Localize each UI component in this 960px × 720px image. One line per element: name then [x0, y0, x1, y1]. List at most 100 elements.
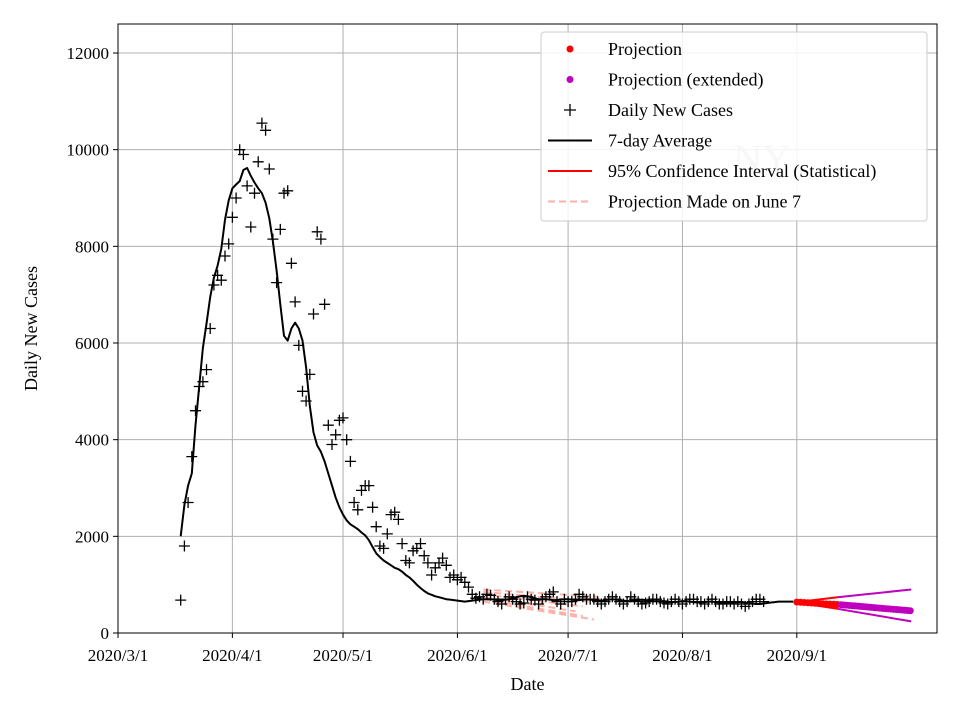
daily-case-marker [518, 597, 530, 609]
daily-case-marker [330, 429, 342, 441]
daily-case-marker [252, 156, 264, 168]
daily-case-marker [322, 419, 334, 431]
daily-case-marker [547, 586, 559, 598]
x-tick-label: 2020/3/1 [88, 646, 148, 665]
legend-label: 7-day Average [608, 131, 712, 151]
daily-case-marker [415, 538, 426, 550]
daily-case-marker [230, 192, 242, 204]
legend-label: 95% Confidence Interval (Statistical) [608, 161, 876, 182]
daily-case-marker [463, 581, 474, 593]
daily-case-marker [422, 557, 434, 569]
daily-case-marker [344, 455, 356, 467]
legend-box [540, 31, 928, 222]
daily-case-marker [378, 542, 390, 554]
daily-case-marker [215, 274, 227, 286]
daily-case-marker [403, 557, 415, 569]
daily-case-marker [241, 180, 253, 192]
x-tick-label: 2020/5/1 [313, 646, 373, 665]
legend-label: Projection [608, 39, 682, 59]
daily-case-marker [249, 187, 260, 199]
daily-case-marker [256, 117, 268, 129]
daily-case-marker [178, 540, 190, 552]
y-axis-label: Daily New Cases [21, 266, 41, 391]
daily-new-cases-series [175, 117, 770, 612]
y-tick-label: 4000 [75, 431, 109, 450]
daily-case-marker [315, 233, 327, 245]
daily-case-marker [267, 233, 279, 245]
daily-case-marker [175, 594, 187, 606]
daily-case-marker [363, 480, 375, 492]
daily-case-marker [300, 395, 312, 407]
daily-case-marker [237, 149, 249, 160]
daily-case-marker [381, 528, 393, 540]
daily-case-marker [201, 364, 212, 376]
daily-case-marker [182, 497, 194, 508]
x-axis-label: Date [511, 674, 545, 694]
daily-case-marker [396, 538, 408, 550]
y-tick-label: 12000 [67, 44, 110, 63]
daily-case-marker [204, 323, 216, 334]
x-tick-label: 2020/7/1 [538, 646, 598, 665]
plot-frame [117, 23, 938, 634]
daily-case-marker [263, 163, 275, 175]
daily-case-marker [186, 451, 198, 463]
y-tick-label: 10000 [67, 141, 110, 160]
daily-case-marker [274, 223, 286, 235]
x-tick-label: 2020/4/1 [202, 646, 262, 665]
daily-case-marker [297, 385, 308, 397]
x-axis: 2020/3/1 2020/4/1 2020/5/1 2020/6/1 2020/7/1… [88, 633, 827, 665]
daily-case-marker [223, 238, 235, 250]
daily-case-marker [319, 298, 331, 310]
ci-extended-upper-line [837, 588, 912, 599]
legend-label: Projection Made on June 7 [608, 192, 801, 212]
daily-case-marker [389, 506, 401, 518]
y-tick-label: 2000 [75, 527, 109, 546]
legend-handle-dot [566, 45, 574, 53]
daily-case-marker [271, 277, 283, 289]
daily-case-marker [289, 296, 301, 308]
x-tick-label: 2020/9/1 [767, 646, 827, 665]
projection-june7-line [483, 588, 598, 598]
daily-case-marker [311, 226, 323, 238]
daily-case-marker [326, 439, 338, 450]
daily-case-marker [426, 569, 438, 581]
daily-case-marker [226, 211, 238, 223]
y-tick-label: 6000 [75, 334, 109, 353]
daily-case-marker [341, 434, 353, 446]
daily-case-marker [293, 339, 305, 351]
daily-case-marker [190, 405, 201, 417]
projection-extended-marker [906, 607, 914, 615]
daily-case-marker [758, 596, 770, 608]
projection-june7-line [483, 600, 595, 621]
daily-case-marker [245, 221, 257, 233]
x-tick-label: 2020/6/1 [427, 646, 487, 665]
daily-case-marker [352, 504, 364, 516]
legend-handle-dot [566, 76, 574, 83]
y-axis: 0 2000 4000 6000 8000 10000 12000 [67, 44, 118, 643]
y-tick-label: 8000 [75, 237, 109, 256]
daily-case-marker [440, 559, 452, 571]
daily-case-marker [308, 308, 319, 320]
legend-label: Projection (extended) [608, 70, 763, 91]
daily-case-marker [219, 250, 231, 262]
daily-case-marker [418, 550, 430, 562]
daily-case-marker [370, 521, 382, 533]
daily-case-marker [208, 279, 220, 291]
y-tick-label: 0 [101, 624, 110, 643]
daily-case-marker [437, 552, 449, 564]
projection-series [793, 598, 841, 608]
daily-case-marker [392, 513, 404, 525]
daily-case-marker [285, 257, 297, 269]
legend-handle-plus [564, 104, 576, 116]
daily-case-marker [348, 497, 360, 508]
legend: Projection Projection (extended) Daily New… [540, 31, 928, 222]
daily-case-marker [282, 185, 294, 197]
legend-label: Daily New Cases [608, 100, 733, 120]
projection-extended-series [837, 601, 914, 615]
daily-case-marker [337, 412, 349, 424]
x-tick-label: 2020/8/1 [652, 646, 712, 665]
daily-case-marker [304, 368, 316, 380]
daily-case-marker [367, 501, 379, 513]
daily-case-marker [260, 124, 272, 136]
